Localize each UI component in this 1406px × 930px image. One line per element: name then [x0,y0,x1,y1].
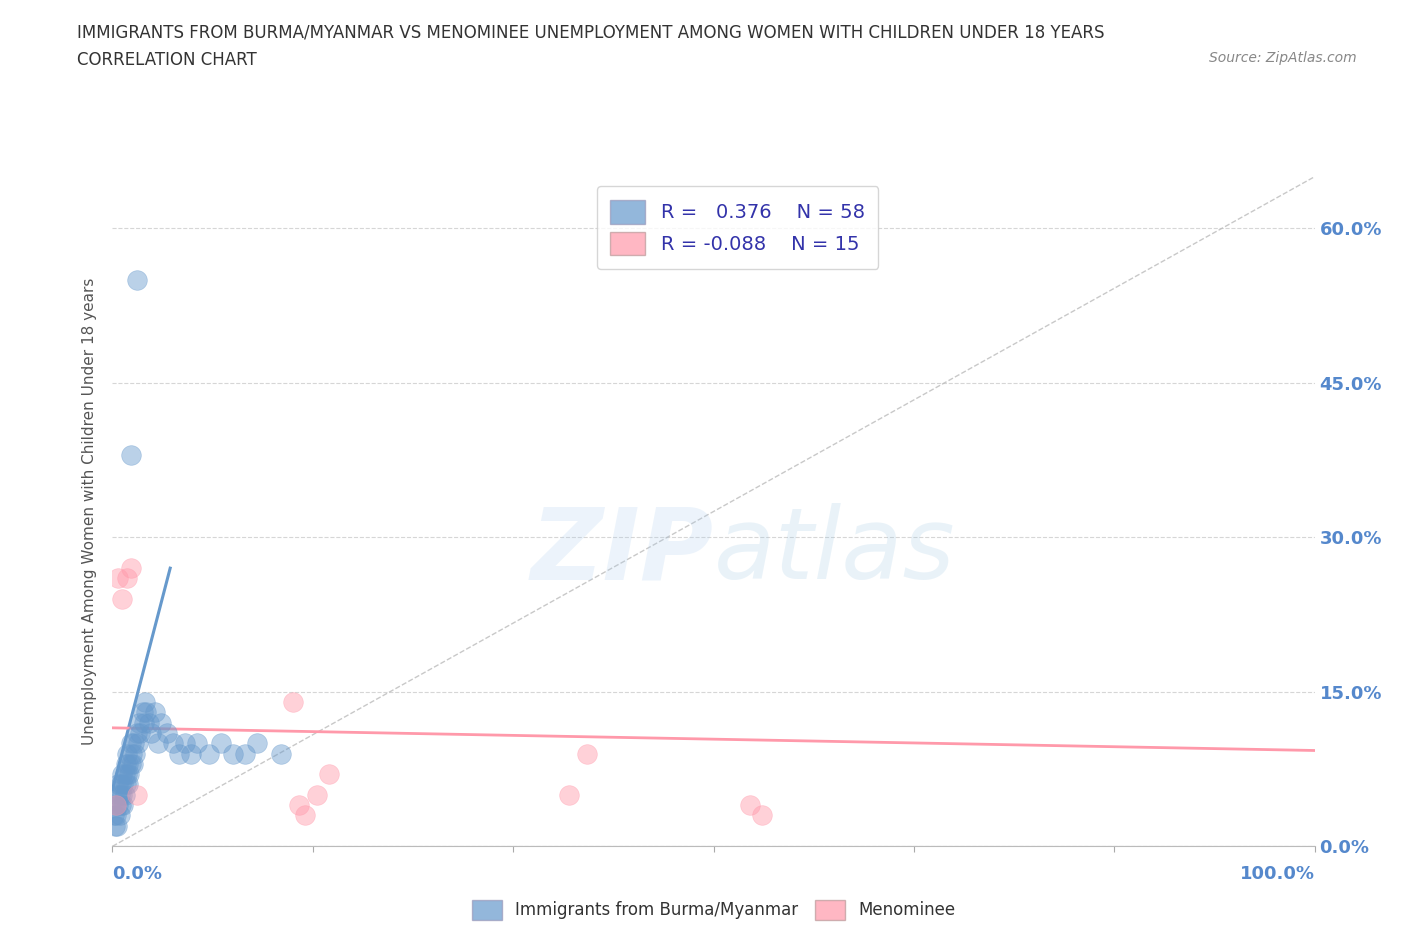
Point [108,808,131,823]
Text: ZIP: ZIP [530,503,713,600]
Point [115,766,138,781]
Point [173,736,195,751]
Point [104,818,127,833]
Point [114,777,136,792]
Point [105,798,128,813]
Point [146,736,169,751]
Point [294,808,316,823]
Point [107,571,129,586]
Point [131,705,153,720]
Y-axis label: Unemployment Among Women with Children Under 18 years: Unemployment Among Women with Children U… [82,278,97,745]
Text: Source: ZipAtlas.com: Source: ZipAtlas.com [1209,51,1357,65]
Point [576,746,599,761]
Point [281,695,304,710]
Point [107,798,129,813]
Point [162,736,184,751]
Point [127,736,149,751]
Point [155,725,177,740]
Point [180,746,202,761]
Point [103,808,125,823]
Point [105,808,128,823]
Point [114,788,136,803]
Point [108,788,131,803]
Point [138,715,160,730]
Point [128,715,150,730]
Point [270,746,292,761]
Legend: Immigrants from Burma/Myanmar, Menominee: Immigrants from Burma/Myanmar, Menominee [464,891,963,928]
Point [120,561,142,576]
Point [114,766,136,781]
Point [132,715,155,730]
Point [149,715,172,730]
Point [115,571,138,586]
Point [121,746,143,761]
Point [143,705,166,720]
Point [117,777,139,792]
Point [112,777,135,792]
Point [120,736,142,751]
Text: atlas: atlas [713,503,955,600]
Point [167,746,190,761]
Point [112,798,135,813]
Point [105,788,128,803]
Point [117,756,139,771]
Point [222,746,245,761]
Point [197,746,219,761]
Point [558,788,581,803]
Point [120,447,142,462]
Point [134,695,156,710]
Point [120,756,142,771]
Point [114,756,136,771]
Point [135,705,157,720]
Point [209,736,232,751]
Point [233,746,256,761]
Point [318,766,340,781]
Point [105,798,128,813]
Text: CORRELATION CHART: CORRELATION CHART [77,51,257,69]
Point [111,788,134,803]
Text: 100.0%: 100.0% [1240,865,1315,883]
Point [738,798,761,813]
Point [122,756,145,771]
Point [115,746,138,761]
Point [110,777,132,792]
Text: 0.0%: 0.0% [112,865,163,883]
Point [139,725,162,740]
Point [122,736,145,751]
Point [110,798,132,813]
Point [288,798,311,813]
Point [246,736,269,751]
Point [125,788,148,803]
Point [118,766,141,781]
Point [186,736,208,751]
Point [125,272,148,287]
Point [124,746,146,761]
Point [107,777,129,792]
Point [125,725,148,740]
Point [305,788,328,803]
Point [111,591,134,606]
Point [105,818,128,833]
Point [111,766,134,781]
Point [129,725,152,740]
Text: IMMIGRANTS FROM BURMA/MYANMAR VS MENOMINEE UNEMPLOYMENT AMONG WOMEN WITH CHILDRE: IMMIGRANTS FROM BURMA/MYANMAR VS MENOMIN… [77,23,1105,41]
Point [751,808,773,823]
